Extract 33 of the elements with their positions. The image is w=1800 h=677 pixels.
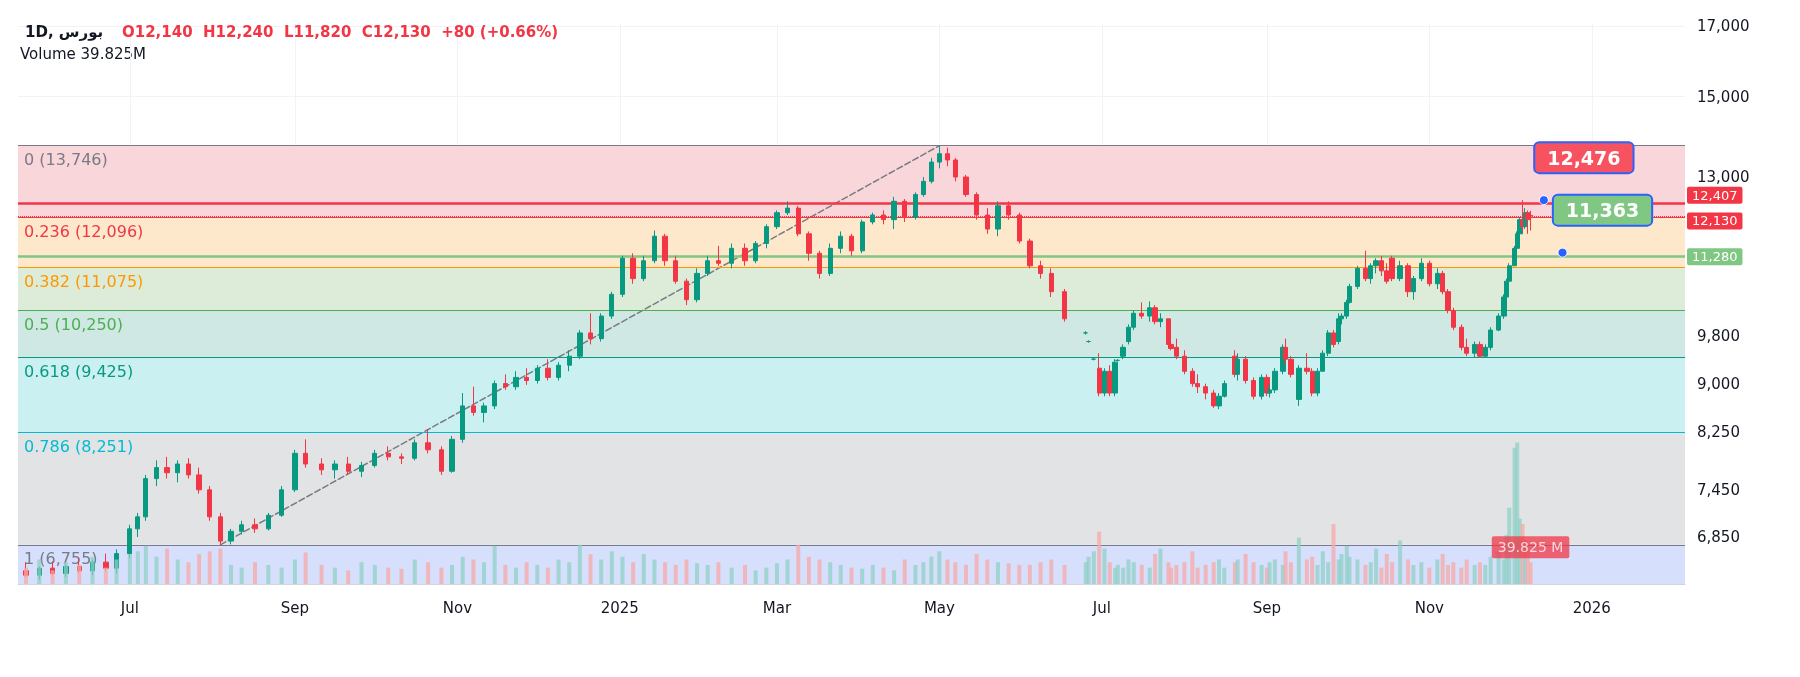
x-tick-label: Jul [119,598,139,617]
y-tick-label: 7,450 [1697,480,1740,499]
y-tick-label: 9,800 [1697,326,1740,345]
ref-line-label: 12,407 [1692,187,1738,203]
ref-line-label: 0.382 (11,075) [24,271,144,291]
ref-line-label: 0.5 (10,250) [24,315,123,335]
x-tick-label: 2026 [1572,598,1611,617]
ref-line-label: 0.236 (12,096) [24,222,144,242]
ref-line-label: 0 (13,746) [24,150,108,170]
y-tick-label: 15,000 [1697,87,1750,106]
y-tick-label: 8,250 [1697,423,1740,442]
chart-title: 1D, بورس [25,23,104,41]
annotation: Volume 39.825M [20,44,146,63]
ref-line-label: 0.618 (9,425) [24,362,134,382]
x-tick-label: May [923,598,955,617]
x-tick-label: Jul [1091,598,1111,617]
y-tick-label: 13,000 [1697,168,1750,187]
y-tick-label: 17,000 [1697,17,1750,36]
y-tick-label: 6,850 [1697,527,1740,546]
annotation: 12,476 [1547,146,1621,169]
ref-line-label: 0.786 (8,251) [24,436,134,456]
x-tick-label: Sep [280,598,310,617]
ref-line-label: 11,280 [1692,249,1738,265]
chart-subtitle: O12,140 H12,240 L11,820 C12,130 +80 (+0.66%) [121,23,559,41]
x-tick-label: Nov [1414,598,1445,617]
data-label: 39.825 M [1497,539,1564,556]
ref-line-label: 12,130 [1692,213,1738,229]
x-tick-label: Sep [1252,598,1282,617]
annotation: 11,363 [1565,199,1640,222]
y-tick-label: 9,000 [1697,374,1740,393]
x-tick-label: Mar [762,598,792,617]
x-tick-label: Nov [442,598,473,617]
x-tick-label: 2025 [600,598,639,617]
